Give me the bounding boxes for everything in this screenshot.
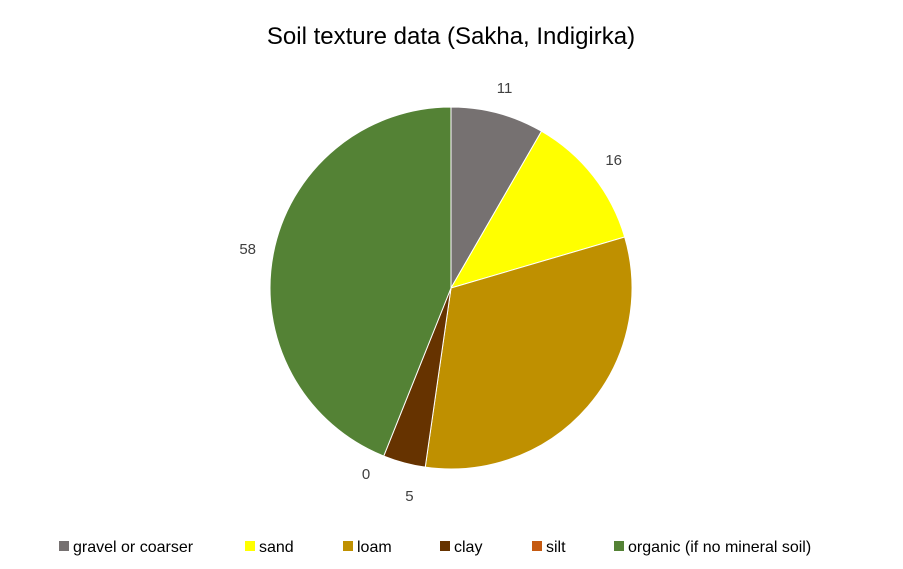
data-label-gravel-or-coarser: 11 (497, 80, 513, 97)
data-label-organic-if-no-mineral-soil: 58 (239, 241, 256, 258)
legend-item-sand: sand (245, 539, 294, 556)
legend-label: organic (if no mineral soil) (628, 539, 811, 556)
data-label-silt: 0 (362, 466, 370, 483)
pie-slice-loam (424, 236, 633, 470)
legend-swatch (440, 541, 450, 551)
legend-label: silt (546, 539, 566, 556)
legend-swatch (532, 541, 542, 551)
legend-swatch (343, 541, 353, 551)
data-label-clay: 5 (405, 488, 413, 505)
legend-item-clay: clay (440, 539, 482, 556)
legend: gravel or coarser sand loam clay silt organic… (59, 539, 811, 556)
chart-title: Soil texture data (Sakha, Indigirka) (267, 23, 635, 50)
legend-item-silt: silt (532, 539, 566, 556)
legend-swatch (59, 541, 69, 551)
pie-slice-sand (449, 130, 626, 289)
legend-label: loam (357, 539, 392, 556)
data-label-sand: 16 (605, 152, 622, 169)
pie-slices (269, 106, 633, 470)
data-labels: 11 16 5 0 58 (239, 80, 622, 505)
legend-label: sand (259, 539, 294, 556)
legend-item-gravel-or-coarser: gravel or coarser (59, 539, 194, 556)
legend-label: gravel or coarser (73, 539, 194, 556)
legend-swatch (614, 541, 624, 551)
legend-item-loam: loam (343, 539, 392, 556)
legend-swatch (245, 541, 255, 551)
legend-label: clay (454, 539, 482, 556)
pie-slice-gravel-or-coarser (450, 106, 543, 290)
legend-item-organic-if-no-mineral-soil: organic (if no mineral soil) (614, 539, 811, 556)
pie-slice-organic-if-no-mineral-soil (269, 106, 452, 457)
